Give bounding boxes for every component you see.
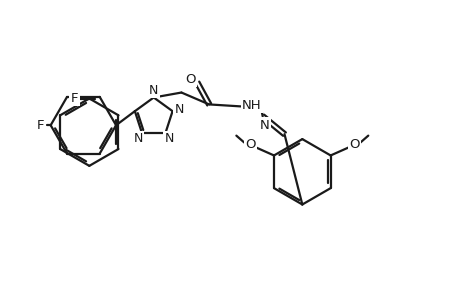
Text: NH: NH: [241, 99, 261, 112]
Text: F: F: [71, 92, 78, 105]
Text: O: O: [185, 73, 195, 86]
Text: N: N: [133, 132, 142, 146]
Text: N: N: [164, 132, 174, 146]
Text: O: O: [245, 138, 255, 151]
Text: F: F: [37, 119, 45, 132]
Text: N: N: [149, 84, 158, 97]
Text: O: O: [348, 138, 359, 151]
Text: N: N: [259, 119, 269, 132]
Text: N: N: [174, 103, 184, 116]
